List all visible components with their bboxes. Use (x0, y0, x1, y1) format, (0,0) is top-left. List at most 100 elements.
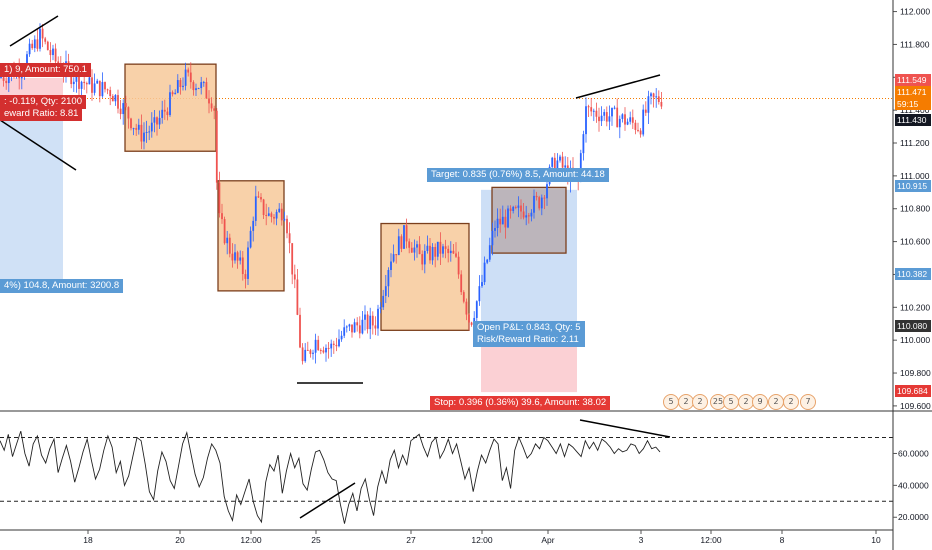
time-tick-label: 8 (780, 535, 785, 545)
candle-body (348, 324, 351, 327)
time-axis[interactable]: 18 20 12:00 25 27 12:00 Apr 3 12:00 8 10 (83, 530, 881, 545)
candle-body (192, 82, 195, 91)
candle-body (611, 107, 613, 117)
candle-body (525, 215, 528, 218)
price-badge-last: 111.471 (895, 86, 931, 98)
target-label[interactable]: Target: 0.835 (0.76%) 8.5, Amount: 44.18 (427, 168, 609, 182)
candle-body (356, 322, 359, 326)
candle-body (36, 39, 39, 49)
candle-body (293, 274, 296, 280)
candle-body (85, 83, 88, 85)
candle-body (590, 107, 593, 112)
candle-body (655, 96, 658, 98)
candle-body (553, 157, 556, 169)
candle-body (280, 208, 283, 221)
candle-body (405, 225, 408, 242)
trade-label-qty[interactable]: : -0.119, Qty: 2100 (0, 95, 86, 109)
candle-body (306, 349, 309, 351)
price-trend-line (9, 15, 59, 47)
rsi-panel (0, 419, 671, 524)
candle-body (148, 131, 151, 133)
candle-body (221, 213, 223, 220)
price-badge-high: 111.549 (895, 74, 931, 86)
candle-body (184, 69, 187, 86)
time-tick-label: 12:00 (471, 535, 493, 545)
candle-body (132, 128, 135, 130)
time-tick-label: 3 (639, 535, 644, 545)
candle-body (618, 118, 621, 128)
trade-label-amount[interactable]: 1) 9, Amount: 750.1 (0, 63, 91, 77)
candle-body (319, 350, 322, 352)
rsi-tick-label: 60.0000 (898, 448, 929, 458)
candle-body (182, 85, 184, 88)
candle-body (179, 80, 182, 88)
candle-body (75, 73, 78, 82)
candle-body (447, 248, 450, 254)
candle-body (403, 225, 405, 249)
candle-body (449, 250, 452, 254)
candle-body (244, 274, 247, 279)
candle-body (364, 314, 366, 320)
candle-body (260, 197, 262, 200)
candle-body (522, 211, 525, 218)
economic-event-icon[interactable]: 9 (752, 394, 768, 410)
candle-body (647, 96, 650, 113)
candle-body (145, 132, 148, 134)
price-trend-line (0, 119, 77, 171)
candle-body (93, 83, 96, 93)
candle-body (481, 282, 483, 287)
economic-event-icon[interactable]: 5 (723, 394, 739, 410)
candle-body (174, 92, 177, 95)
left-target-zone (0, 100, 63, 285)
candle-body (400, 236, 403, 249)
candle-body (98, 80, 101, 97)
time-tick-label: 25 (311, 535, 321, 545)
candle-body (114, 95, 117, 102)
candle-body (39, 28, 41, 49)
candle-body (278, 208, 281, 212)
price-tick-label: 111.000 (900, 171, 930, 181)
candle-body (491, 230, 494, 246)
candle-body (460, 274, 463, 293)
trade-label-riskreward[interactable]: eward Ratio: 8.81 (0, 107, 83, 121)
candle-body (533, 195, 535, 213)
grid (0, 410, 932, 531)
candle-body (468, 314, 470, 323)
rsi-trend-line (579, 419, 671, 438)
economic-event-icon[interactable]: 5 (663, 394, 679, 410)
candle-body (374, 325, 377, 329)
economic-event-icon[interactable]: 7 (800, 394, 816, 410)
candle-body (504, 216, 507, 228)
candle-body (379, 307, 382, 309)
candle-body (106, 89, 109, 91)
candle-body (2, 77, 5, 81)
candle-body (213, 108, 216, 111)
candle-body (322, 350, 325, 353)
trade-label-target-left[interactable]: 4%) 104.8, Amount: 3200.8 (0, 279, 124, 293)
candle-body (143, 132, 145, 142)
candle-body (587, 106, 590, 108)
candle-body (397, 236, 400, 256)
stop-label[interactable]: Stop: 0.396 (0.36%) 39.6, Amount: 38.02 (430, 396, 611, 410)
candle-body (657, 96, 660, 103)
candle-body (330, 343, 333, 349)
candle-body (595, 110, 598, 117)
candle-body (72, 81, 75, 85)
candle-body (366, 314, 369, 330)
candle-body (559, 156, 561, 161)
economic-event-icon[interactable]: 2 (783, 394, 799, 410)
candle-body (153, 117, 156, 123)
candle-body (122, 103, 125, 115)
candle-body (436, 241, 439, 257)
economic-event-icon[interactable]: 2 (768, 394, 784, 410)
time-tick-label: 20 (175, 535, 185, 545)
economic-event-icon[interactable]: 2 (692, 394, 708, 410)
candle-body (226, 237, 229, 244)
candle-body (371, 315, 374, 326)
candle-body (288, 233, 291, 244)
candle-body (457, 256, 460, 275)
candle-body (52, 48, 54, 56)
open-pnl-label[interactable]: Open P&L: 0.843, Qty: 5 Risk/Reward Rati… (473, 321, 585, 347)
candle-body (195, 88, 197, 91)
candle-body (483, 262, 486, 283)
